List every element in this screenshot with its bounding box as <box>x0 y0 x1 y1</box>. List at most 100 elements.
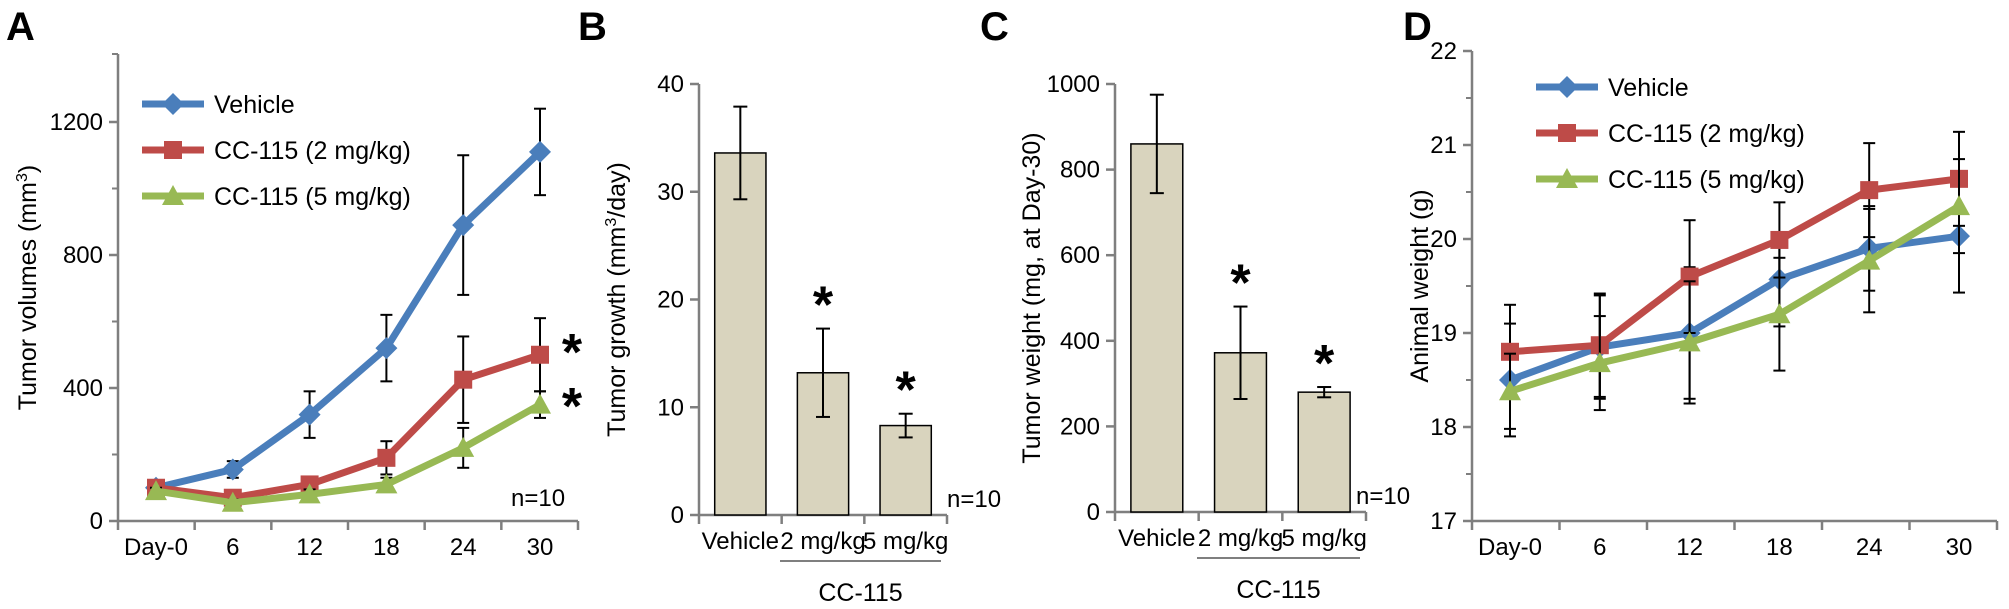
panel-c-tumor-weight-chart: 0 200 400 600 800 1000 Vehicle * 2 mg/kg * 5 mg/kg… <box>1018 71 1410 604</box>
y-tick-label: 40 <box>657 71 684 98</box>
legend-marker <box>164 141 182 159</box>
data-point <box>1768 303 1791 324</box>
y-tick-label: 200 <box>1060 413 1100 440</box>
data-point <box>452 436 475 457</box>
series-1 <box>1499 178 1970 438</box>
significance-star: * <box>813 277 834 335</box>
series-line <box>155 401 542 507</box>
y-tick-label: 0 <box>90 508 103 535</box>
significance-star: * <box>896 362 917 420</box>
x-tick-label: Day-0 <box>124 534 188 561</box>
data-point <box>529 393 551 414</box>
legend-label: CC-115 (2 mg/kg) <box>214 137 411 165</box>
y-tick-label: 10 <box>657 394 684 421</box>
group-label: CC-115 <box>818 579 902 607</box>
y-tick-label: 400 <box>63 375 103 402</box>
panel-b-tumor-growth-chart: 0 10 20 30 40 Vehicle * 2 mg/kg * 5 mg/kg CC-115 n=… <box>603 71 1001 607</box>
data-point <box>221 458 244 481</box>
data-point <box>529 140 551 163</box>
y-axis-label: Animal weight (g) <box>1406 189 1434 382</box>
x-tick-label: 5 mg/kg <box>1281 525 1366 552</box>
legend-label: CC-115 (2 mg/kg) <box>1608 120 1805 148</box>
x-tick-label: 30 <box>527 534 554 561</box>
data-point <box>454 370 473 389</box>
group-label: CC-115 <box>1236 576 1320 604</box>
legend-marker <box>1556 168 1578 188</box>
y-tick-label: 1200 <box>50 109 103 136</box>
significance-star: * <box>562 324 583 382</box>
panel-letter-b: B <box>578 5 607 49</box>
panel-letter-a: A <box>6 5 35 49</box>
data-point <box>298 483 321 504</box>
bar <box>879 424 933 516</box>
y-tick-label: 0 <box>1087 499 1100 526</box>
y-tick-label: 20 <box>657 287 684 314</box>
y-tick-label: 17 <box>1430 508 1457 535</box>
series-3 <box>1499 158 1970 430</box>
x-tick-label: Vehicle <box>702 528 779 555</box>
x-tick-label: 24 <box>450 534 477 561</box>
series-line <box>155 351 542 502</box>
y-tick-label: 800 <box>1060 157 1100 184</box>
series-line <box>1509 175 1960 356</box>
bar <box>713 152 767 516</box>
x-tick-label: Day-0 <box>1478 534 1542 561</box>
x-tick-label: Vehicle <box>1118 525 1195 552</box>
y-tick-label: 18 <box>1430 414 1457 441</box>
legend-label: CC-115 (5 mg/kg) <box>1608 166 1805 194</box>
significance-star: * <box>1314 335 1335 393</box>
significance-star: * <box>562 378 583 436</box>
x-tick-label: 6 <box>226 534 239 561</box>
data-point <box>531 345 549 364</box>
x-tick-label: 2 mg/kg <box>780 528 865 555</box>
x-tick-label: 18 <box>1766 534 1793 561</box>
x-tick-label: 2 mg/kg <box>1198 525 1283 552</box>
y-axis-label: Tumor growth (mm3/day) <box>603 162 631 437</box>
y-tick-label: 22 <box>1430 38 1457 65</box>
panel-a-tumor-volume-chart: 0 400 800 1200 Day-0 6 12 18 24 30 Vehicle CC-115 (… <box>14 53 583 561</box>
series-line <box>155 149 543 492</box>
series-3 <box>145 390 551 512</box>
series-line <box>1508 232 1960 384</box>
data-point <box>1501 342 1519 361</box>
x-tick-label: 24 <box>1856 534 1883 561</box>
data-point <box>1860 181 1879 200</box>
series-1 <box>145 107 551 499</box>
y-tick-label: 400 <box>1060 328 1100 355</box>
y-tick-label: 20 <box>1430 226 1457 253</box>
bar <box>1213 352 1268 513</box>
legend-label: Vehicle <box>1608 74 1689 102</box>
legend-marker <box>162 185 184 205</box>
data-point <box>1678 331 1701 352</box>
legend-label: CC-115 (5 mg/kg) <box>214 183 411 211</box>
x-tick-label: 12 <box>1676 534 1703 561</box>
y-tick-label: 800 <box>63 242 103 269</box>
x-tick-label: 5 mg/kg <box>863 528 948 555</box>
panel-letter-d: D <box>1403 5 1432 49</box>
series-line <box>1508 203 1961 395</box>
x-tick-label: 12 <box>296 534 323 561</box>
y-tick-label: 19 <box>1430 320 1457 347</box>
data-point <box>375 337 398 360</box>
data-point <box>377 448 396 467</box>
y-tick-label: 0 <box>671 502 684 529</box>
panel-d-animal-weight-chart: 17 18 19 20 21 22 Day-0 6 12 18 24 30 Vehicle CC-115 … <box>1406 38 1999 561</box>
sample-size-note: n=10 <box>1356 483 1410 510</box>
x-tick-label: 18 <box>373 534 400 561</box>
data-point <box>1858 249 1881 270</box>
data-point <box>221 491 244 512</box>
y-axis-label: Tumor weight (mg, at Day-30) <box>1018 132 1046 463</box>
data-point <box>1499 380 1521 401</box>
y-tick-label: 1000 <box>1047 71 1100 98</box>
data-point <box>452 214 475 237</box>
data-point <box>1770 230 1789 249</box>
legend-label: Vehicle <box>214 91 295 119</box>
data-point <box>375 473 398 494</box>
legend-marker <box>162 93 184 115</box>
data-point <box>298 403 321 426</box>
data-point <box>1948 195 1970 216</box>
y-tick-label: 600 <box>1060 242 1100 269</box>
bar <box>1297 391 1351 513</box>
y-axis-label: Tumor volumes (mm3) <box>14 165 42 411</box>
